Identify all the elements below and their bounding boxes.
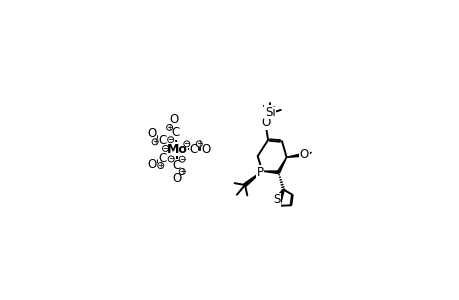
Text: +: + xyxy=(151,137,158,146)
Text: +: + xyxy=(196,140,202,148)
Text: Mo: Mo xyxy=(166,143,187,156)
Text: C: C xyxy=(172,159,180,172)
Text: O: O xyxy=(147,158,156,171)
Text: C: C xyxy=(171,126,179,139)
Text: O: O xyxy=(201,143,210,156)
Polygon shape xyxy=(262,171,278,174)
Text: C: C xyxy=(158,152,167,164)
Text: O: O xyxy=(172,172,181,185)
Text: P: P xyxy=(256,166,263,179)
Text: Si: Si xyxy=(264,106,275,119)
Text: C: C xyxy=(189,143,197,156)
Text: +: + xyxy=(166,123,173,132)
Polygon shape xyxy=(286,154,299,157)
Text: −: − xyxy=(179,155,185,164)
Text: C: C xyxy=(158,134,167,147)
Text: −: − xyxy=(162,144,168,153)
Text: S: S xyxy=(272,193,280,206)
Text: O: O xyxy=(261,116,270,129)
Text: O: O xyxy=(169,113,179,127)
Text: +: + xyxy=(157,161,163,170)
Text: +: + xyxy=(179,167,185,176)
Polygon shape xyxy=(243,171,262,186)
Text: O: O xyxy=(299,148,308,161)
Text: O: O xyxy=(147,127,156,140)
Text: −: − xyxy=(167,135,174,144)
Text: −: − xyxy=(183,140,190,148)
Polygon shape xyxy=(277,157,286,173)
Text: −: − xyxy=(168,154,174,164)
